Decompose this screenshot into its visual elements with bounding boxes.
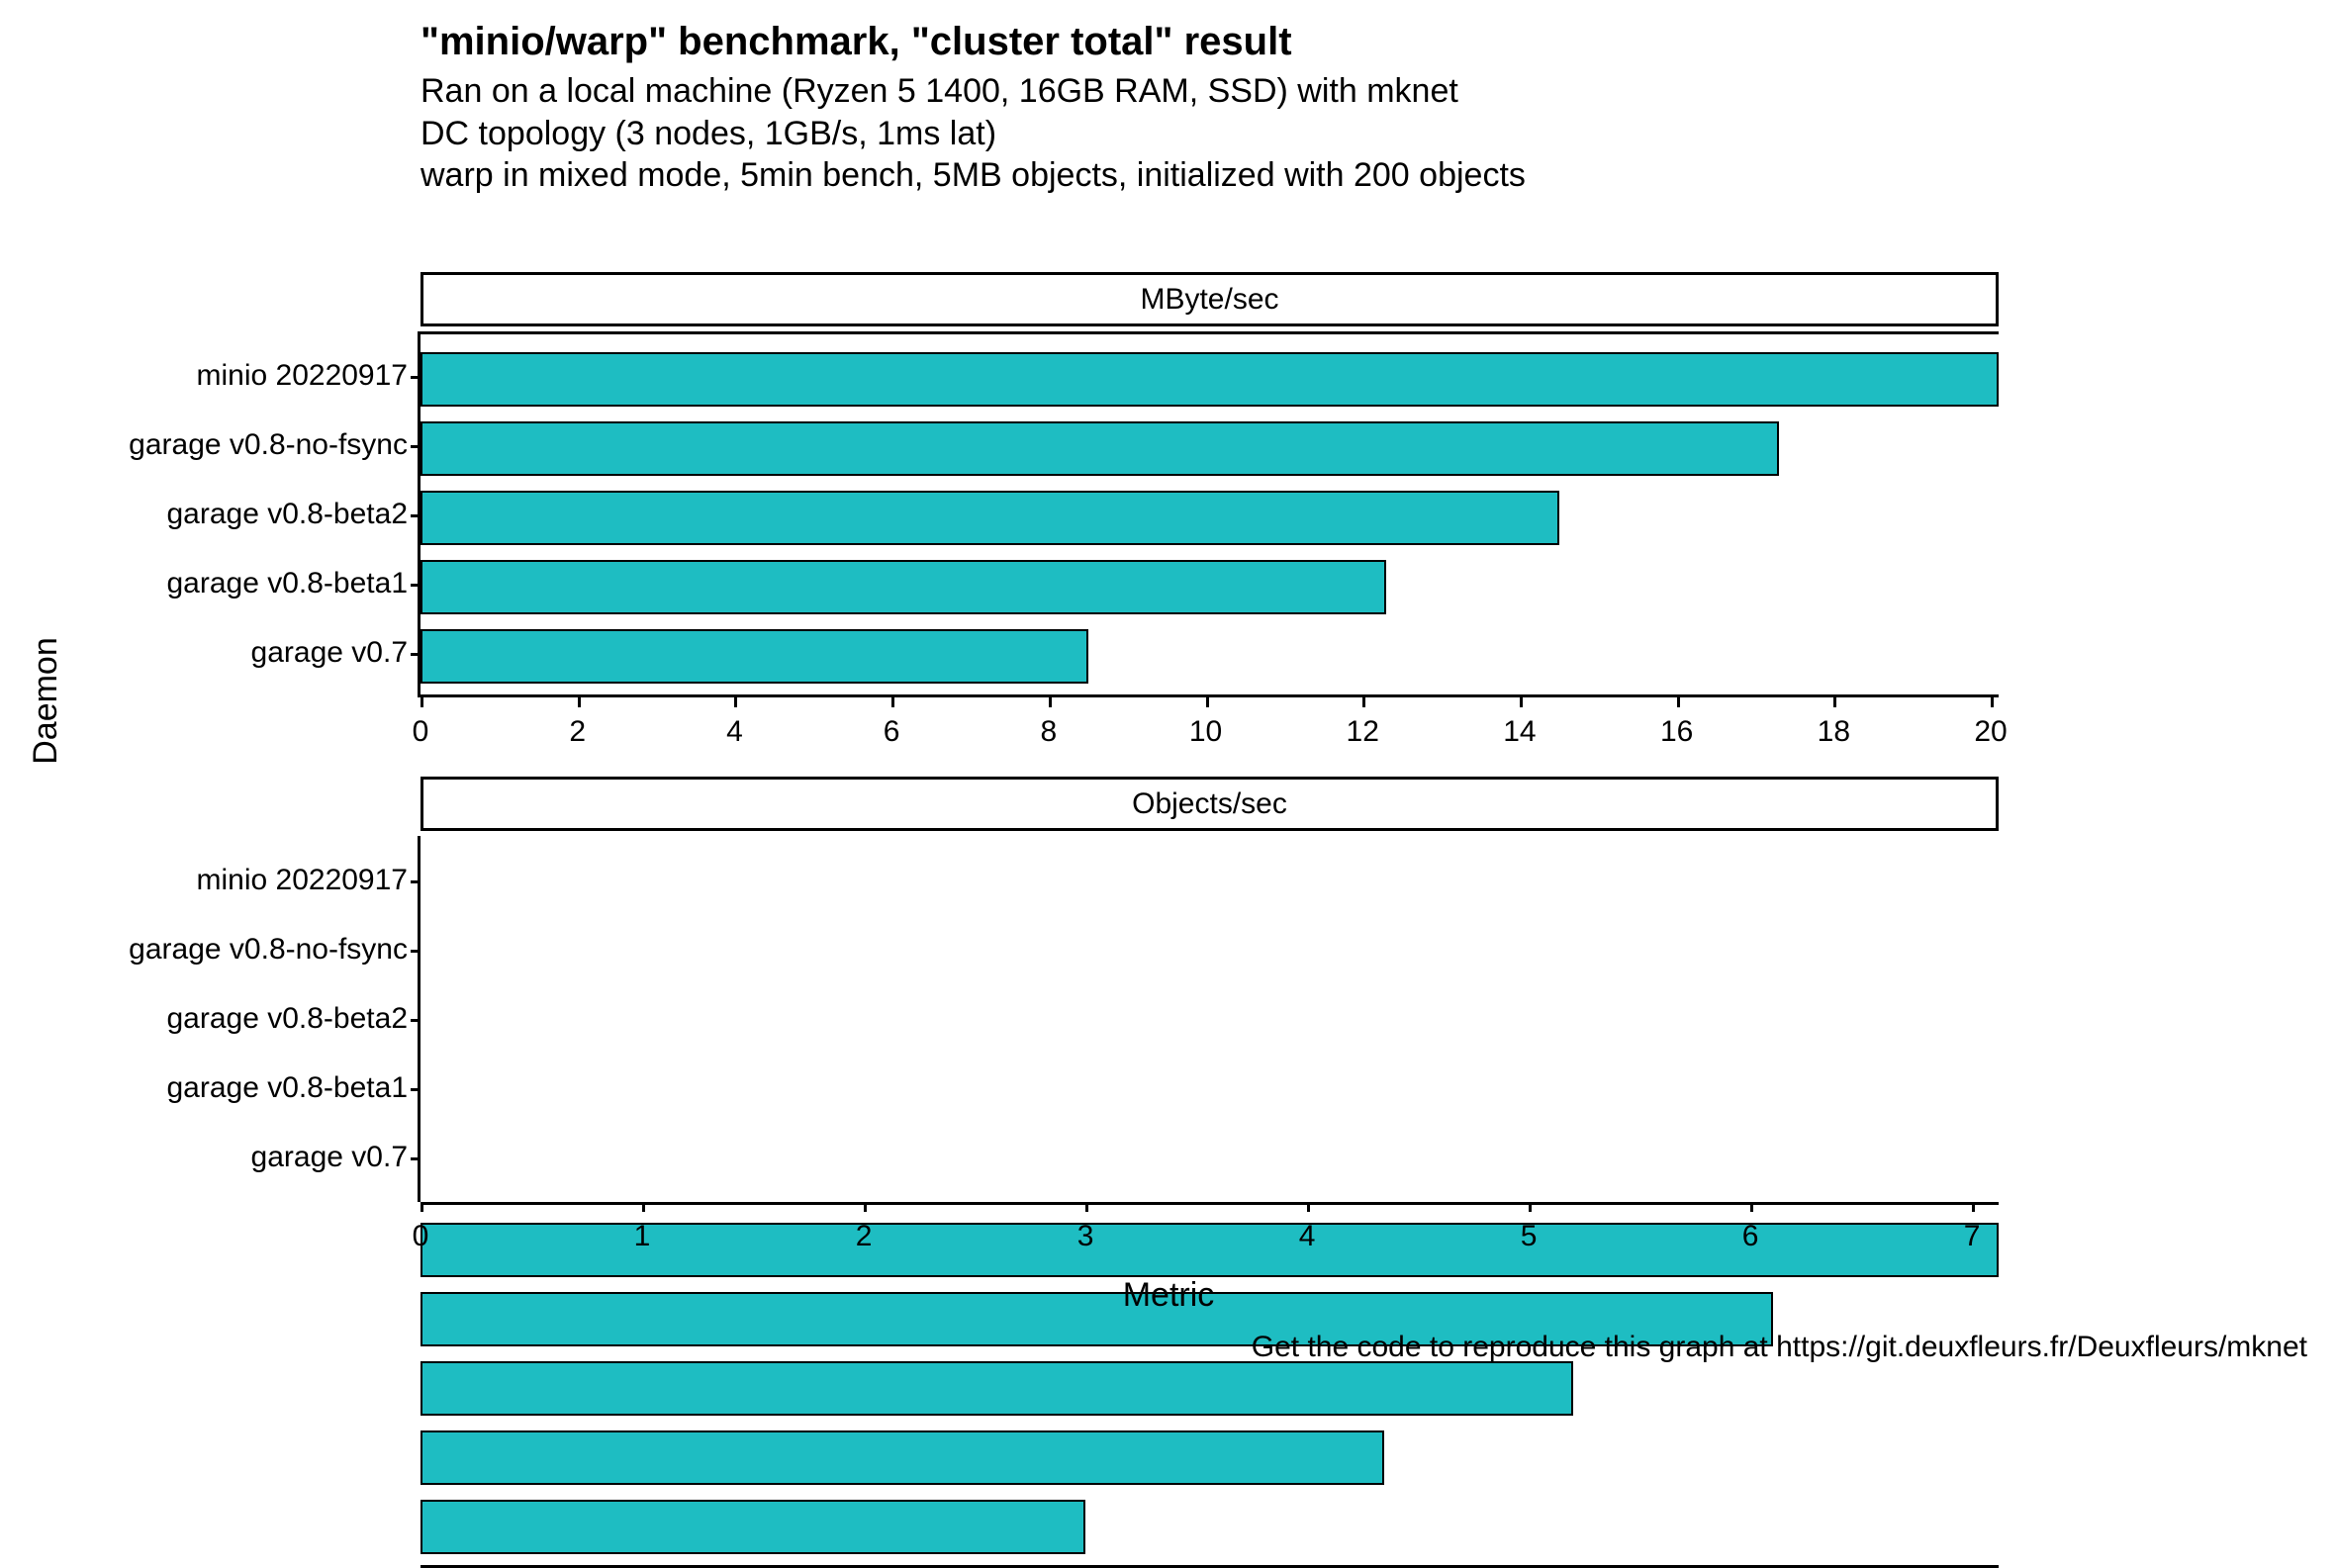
x-tick-label: 14 xyxy=(1503,715,1536,749)
y-tick xyxy=(411,950,421,953)
x-tick xyxy=(421,697,423,707)
bar-row xyxy=(421,1500,1999,1554)
x-tick xyxy=(578,697,581,707)
x-tick-label: 6 xyxy=(884,715,900,749)
chart-subtitle: Ran on a local machine (Ryzen 5 1400, 16… xyxy=(421,70,1526,197)
x-tick xyxy=(1520,697,1523,707)
y-axis-label-wrap: Daemon xyxy=(26,0,65,1402)
category-label: garage v0.7 xyxy=(61,1131,408,1185)
x-tick xyxy=(1049,697,1052,707)
y-tick xyxy=(411,1019,421,1022)
x-tick xyxy=(864,1202,867,1212)
y-tick xyxy=(411,445,421,448)
bar-row xyxy=(421,352,1999,407)
subtitle-line: warp in mixed mode, 5min bench, 5MB obje… xyxy=(421,154,1526,197)
x-tick-label: 1 xyxy=(634,1220,651,1253)
plot-area xyxy=(421,331,1999,697)
x-tick-label: 16 xyxy=(1660,715,1693,749)
y-tick xyxy=(411,653,421,656)
category-label: garage v0.8-beta1 xyxy=(61,1061,408,1116)
bar xyxy=(421,352,1999,407)
x-tick xyxy=(1085,1202,1088,1212)
x-tick-label: 6 xyxy=(1742,1220,1759,1253)
bar-row xyxy=(421,1223,1999,1277)
category-label: garage v0.8-beta2 xyxy=(61,488,408,542)
x-tick xyxy=(1307,1202,1310,1212)
x-tick-label: 2 xyxy=(856,1220,873,1253)
y-tick xyxy=(411,1157,421,1160)
bar-row xyxy=(421,1361,1999,1416)
y-axis-label: Daemon xyxy=(27,637,65,765)
bar xyxy=(421,1500,1085,1554)
bar xyxy=(421,491,1559,545)
x-tick-label: 10 xyxy=(1189,715,1222,749)
x-tick xyxy=(891,697,894,707)
x-tick xyxy=(1833,697,1836,707)
x-tick-label: 2 xyxy=(569,715,586,749)
x-tick-label: 18 xyxy=(1818,715,1850,749)
x-tick xyxy=(1677,697,1680,707)
bar xyxy=(421,1361,1573,1416)
category-label: garage v0.8-beta2 xyxy=(61,992,408,1047)
x-tick xyxy=(1529,1202,1532,1212)
x-tick-label: 5 xyxy=(1521,1220,1538,1253)
x-tick-label: 0 xyxy=(413,715,429,749)
x-tick-label: 4 xyxy=(726,715,743,749)
bar-row xyxy=(421,421,1999,476)
category-label: garage v0.8-no-fsync xyxy=(61,923,408,977)
y-tick xyxy=(411,376,421,379)
chart-caption: Get the code to reproduce this graph at … xyxy=(1252,1331,2307,1364)
x-axis-label: Metric xyxy=(0,1276,2337,1315)
y-tick xyxy=(411,514,421,517)
subtitle-line: Ran on a local machine (Ryzen 5 1400, 16… xyxy=(421,70,1526,113)
x-tick-label: 0 xyxy=(413,1220,429,1253)
facet-strip: Objects/sec xyxy=(421,777,1999,831)
plot-area xyxy=(421,1202,1999,1568)
x-tick xyxy=(1972,1202,1975,1212)
subtitle-line: DC topology (3 nodes, 1GB/s, 1ms lat) xyxy=(421,113,1526,155)
x-tick-label: 8 xyxy=(1040,715,1057,749)
bar xyxy=(421,560,1386,614)
benchmark-chart: "minio/warp" benchmark, "cluster total" … xyxy=(0,0,2337,1402)
x-tick-label: 4 xyxy=(1299,1220,1316,1253)
y-tick xyxy=(411,584,421,587)
x-tick-label: 12 xyxy=(1347,715,1379,749)
x-tick-label: 7 xyxy=(1964,1220,1981,1253)
bar xyxy=(421,629,1088,684)
category-label: minio 20220917 xyxy=(61,349,408,404)
chart-title: "minio/warp" benchmark, "cluster total" … xyxy=(421,20,1526,64)
x-tick xyxy=(642,1202,645,1212)
x-tick xyxy=(734,697,737,707)
x-tick xyxy=(1991,697,1994,707)
title-block: "minio/warp" benchmark, "cluster total" … xyxy=(421,20,1526,197)
category-label: garage v0.8-beta1 xyxy=(61,557,408,611)
x-tick xyxy=(1750,1202,1753,1212)
x-tick xyxy=(1362,697,1365,707)
bar-row xyxy=(421,491,1999,545)
category-label: garage v0.7 xyxy=(61,626,408,681)
bar-row xyxy=(421,629,1999,684)
bar-row xyxy=(421,560,1999,614)
bar xyxy=(421,421,1779,476)
bar-row xyxy=(421,1430,1999,1485)
category-label: garage v0.8-no-fsync xyxy=(61,418,408,473)
x-tick xyxy=(1206,697,1209,707)
x-tick-label: 3 xyxy=(1077,1220,1094,1253)
bar xyxy=(421,1430,1384,1485)
y-tick xyxy=(411,1088,421,1091)
x-tick-label: 20 xyxy=(1974,715,2007,749)
facet-strip: MByte/sec xyxy=(421,272,1999,326)
y-tick xyxy=(411,880,421,883)
category-label: minio 20220917 xyxy=(61,854,408,908)
x-tick xyxy=(421,1202,423,1212)
bar xyxy=(421,1223,1999,1277)
